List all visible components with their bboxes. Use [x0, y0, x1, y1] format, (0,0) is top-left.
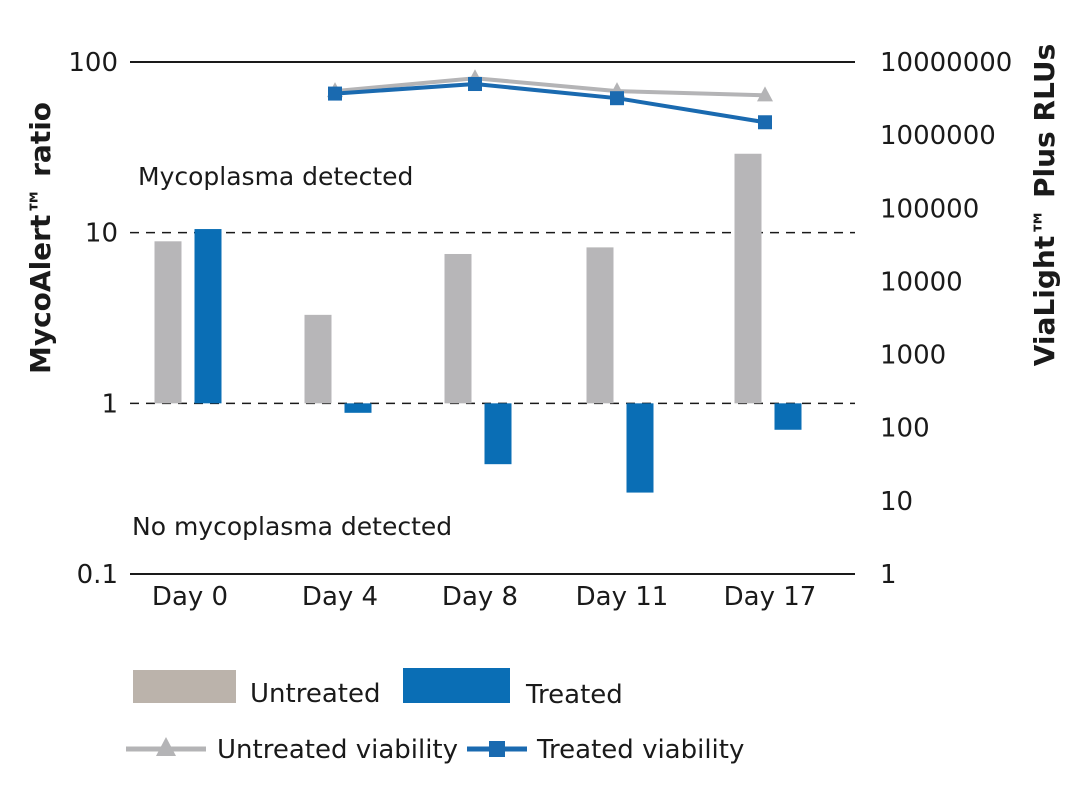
bar-untreated-day-8 — [444, 253, 472, 404]
left-tick-label: 1 — [101, 389, 118, 419]
bar-untreated-day-11 — [586, 247, 614, 404]
x-tick-label: Day 17 — [724, 582, 817, 612]
left-axis-title: MycoAlert™ ratio — [24, 102, 57, 374]
marker-treated-viability — [468, 77, 482, 92]
left-tick-label: 100 — [68, 48, 118, 78]
bar-untreated-day-4 — [304, 314, 332, 404]
annotation-mycoplasma-detected: Mycoplasma detected — [138, 162, 413, 191]
annotation-no-mycoplasma-detected: No mycoplasma detected — [132, 512, 452, 541]
right-tick-label: 100 — [880, 414, 930, 444]
left-tick-label: 0.1 — [77, 560, 118, 590]
x-tick-label: Day 8 — [442, 582, 518, 612]
right-tick-label: 10 — [880, 487, 913, 517]
bar-treated-day-17 — [774, 403, 802, 430]
marker-treated-viability — [758, 115, 772, 130]
marker-treated-viability — [328, 86, 342, 101]
legend-swatch-treated — [403, 668, 510, 703]
right-axis-title: ViaLight™ Plus RLUs — [1028, 44, 1061, 367]
right-tick-label: 10000 — [880, 267, 963, 297]
legend-swatch-untreated — [133, 670, 236, 703]
axes: 0.1 1 10 100 1 10 100 1000 10000 100000 1000000 100… — [68, 48, 1012, 612]
marker-treated-viability — [610, 91, 624, 106]
bar-treated-day-4 — [344, 403, 372, 413]
bar-treated-day-0 — [194, 229, 222, 404]
legend-label-treated: Treated — [525, 680, 623, 710]
legend: Untreated Treated Untreated viability Tr… — [126, 668, 744, 765]
x-tick-label: Day 0 — [152, 582, 228, 612]
legend-marker-square — [489, 741, 505, 757]
bar-untreated-day-17 — [734, 153, 762, 404]
bar-treated-day-11 — [626, 403, 654, 493]
right-tick-label: 1000000 — [880, 121, 996, 151]
bar-treated-day-8 — [484, 403, 512, 465]
bars — [154, 153, 802, 493]
legend-label-untreated-viability: Untreated viability — [217, 735, 458, 765]
legend-label-treated-viability: Treated viability — [536, 735, 744, 765]
legend-label-untreated: Untreated — [250, 679, 380, 709]
reference-lines — [130, 231, 855, 405]
viability-lines — [327, 69, 773, 130]
x-tick-label: Day 11 — [576, 582, 669, 612]
marker-untreated-viability — [757, 86, 773, 102]
line-treated-viability — [334, 82, 766, 125]
legend-marker-triangle — [156, 737, 176, 756]
line-untreated-viability — [334, 76, 766, 98]
right-tick-label: 1 — [880, 560, 897, 590]
x-tick-label: Day 4 — [302, 582, 378, 612]
right-tick-label: 10000000 — [880, 48, 1012, 78]
bar-untreated-day-0 — [154, 241, 182, 404]
right-tick-label: 1000 — [880, 341, 946, 371]
left-tick-label: 10 — [85, 219, 118, 249]
right-tick-label: 100000 — [880, 194, 979, 224]
